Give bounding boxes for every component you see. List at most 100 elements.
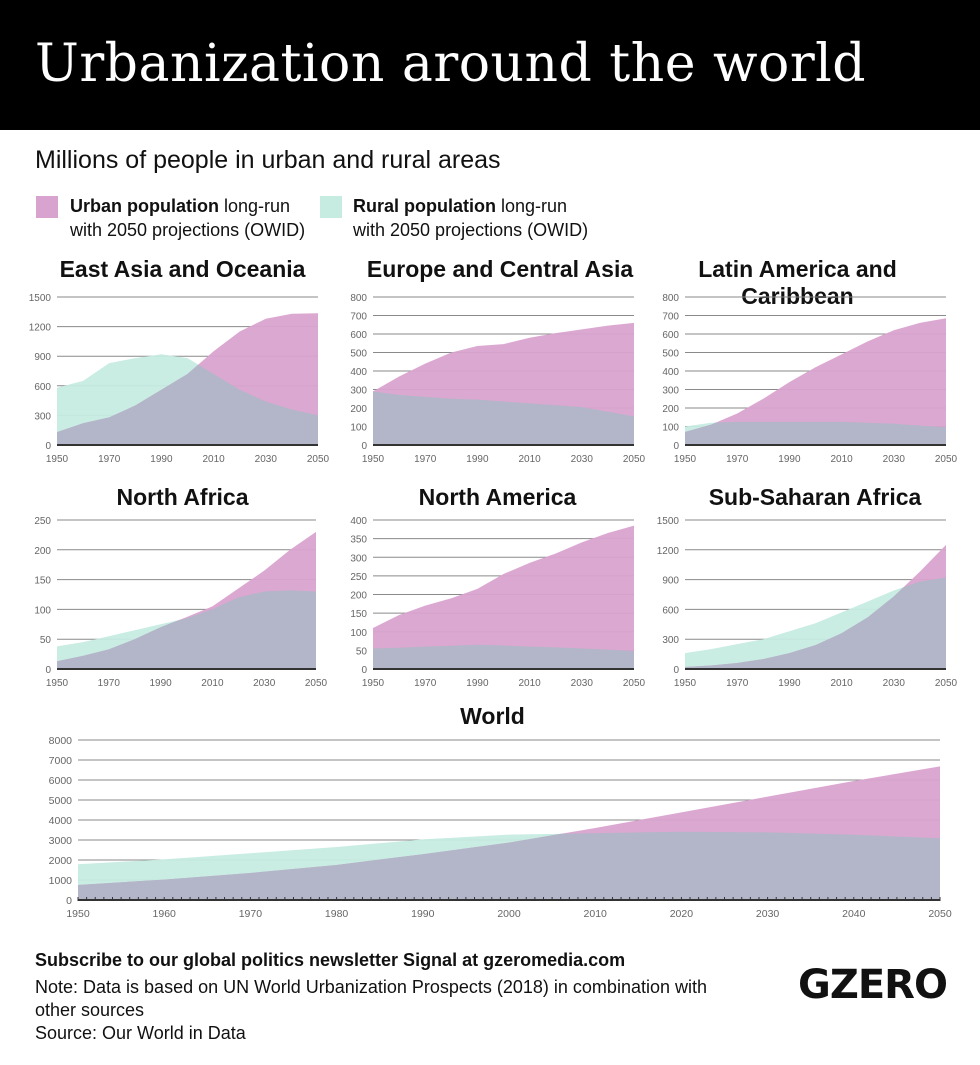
x-tick-label: 2050: [623, 678, 646, 689]
y-tick-label: 350: [350, 535, 367, 546]
chart-title: East Asia and Oceania: [59, 256, 306, 282]
y-tick-label: 800: [662, 293, 679, 304]
y-tick-label: 300: [34, 411, 51, 422]
x-tick-label: 1990: [778, 454, 801, 465]
y-tick-label: 600: [350, 330, 367, 341]
y-tick-label: 50: [356, 646, 368, 657]
x-tick-label: 1990: [150, 454, 173, 465]
y-tick-label: 250: [34, 516, 51, 527]
y-tick-label: 800: [350, 293, 367, 304]
y-tick-label: 200: [350, 591, 367, 602]
y-tick-label: 200: [350, 404, 367, 415]
y-tick-label: 1200: [29, 323, 52, 334]
x-tick-label: 1990: [466, 454, 489, 465]
overlap-area: [685, 577, 946, 669]
y-tick-label: 150: [34, 576, 51, 587]
overlap-area: [373, 644, 634, 669]
x-tick-label: 2030: [255, 454, 278, 465]
y-tick-label: 900: [662, 576, 679, 587]
subscribe-text: Subscribe to our global politics newslet…: [35, 950, 626, 970]
x-tick-label: 2030: [571, 678, 594, 689]
x-tick-label: 2030: [883, 454, 906, 465]
x-tick-label: 2000: [497, 908, 521, 920]
y-tick-label: 6000: [49, 775, 73, 787]
x-tick-label: 1950: [46, 454, 69, 465]
y-tick-label: 50: [40, 635, 52, 646]
y-tick-label: 100: [350, 423, 367, 434]
gzero-logo: GZERO: [798, 962, 948, 1008]
y-tick-label: 0: [673, 441, 679, 452]
x-tick-label: 2010: [518, 454, 541, 465]
page-title: Urbanization around the world: [35, 34, 867, 94]
y-tick-label: 200: [34, 546, 51, 557]
legend-label: long-run: [218, 196, 291, 216]
y-tick-label: 100: [350, 628, 367, 639]
chart-title: Europe and Central Asia: [366, 256, 634, 282]
x-tick-label: 1970: [726, 678, 749, 689]
x-tick-label: 1950: [46, 678, 69, 689]
y-tick-label: 400: [350, 516, 367, 527]
y-tick-label: 2000: [49, 855, 73, 867]
overlap-area: [373, 391, 634, 445]
chart-title: Sub-Saharan Africa: [708, 484, 922, 510]
legend-label-line2: with 2050 projections (OWID): [70, 220, 306, 240]
y-tick-label: 0: [361, 665, 367, 676]
x-tick-label: 1970: [239, 908, 263, 920]
x-tick-label: 2030: [756, 908, 780, 920]
x-tick-label: 2020: [670, 908, 694, 920]
y-tick-label: 150: [350, 609, 367, 620]
overlap-area: [685, 421, 946, 445]
x-tick-label: 2050: [623, 454, 646, 465]
subtitle: Millions of people in urban and rural ar…: [35, 146, 501, 174]
x-tick-label: 1970: [726, 454, 749, 465]
y-tick-label: 0: [361, 441, 367, 452]
y-tick-label: 1000: [49, 875, 73, 887]
y-tick-label: 200: [662, 404, 679, 415]
note-text-line2: other sources: [35, 1000, 145, 1020]
y-tick-label: 8000: [49, 735, 73, 747]
x-tick-label: 1990: [411, 908, 435, 920]
x-tick-label: 1990: [149, 678, 172, 689]
header-band: Urbanization around the world: [0, 0, 980, 130]
x-tick-label: 2030: [571, 454, 594, 465]
overlap-area: [57, 364, 318, 445]
y-tick-label: 0: [673, 665, 679, 676]
y-tick-label: 3000: [49, 835, 73, 847]
y-tick-label: 100: [662, 423, 679, 434]
chart-title: World: [460, 703, 525, 729]
y-tick-label: 700: [662, 312, 679, 323]
x-tick-label: 2010: [830, 454, 853, 465]
x-tick-label: 2030: [253, 678, 276, 689]
y-tick-label: 1500: [657, 516, 680, 527]
legend-item-urban: Urban population long-run with 2050 proj…: [70, 194, 305, 242]
y-tick-label: 300: [350, 553, 367, 564]
y-tick-label: 0: [66, 895, 72, 907]
x-tick-label: 2010: [201, 678, 224, 689]
y-tick-label: 1500: [29, 293, 52, 304]
legend-label-bold: Urban population: [70, 196, 219, 216]
y-tick-label: 0: [45, 441, 51, 452]
y-tick-label: 400: [662, 367, 679, 378]
y-tick-label: 5000: [49, 795, 73, 807]
x-tick-label: 1950: [674, 454, 697, 465]
y-tick-label: 600: [662, 605, 679, 616]
x-tick-label: 1960: [153, 908, 177, 920]
x-tick-label: 2050: [935, 678, 958, 689]
y-tick-label: 600: [34, 382, 51, 393]
source-text: Source: Our World in Data: [35, 1023, 246, 1043]
y-tick-label: 4000: [49, 815, 73, 827]
y-tick-label: 1200: [657, 546, 680, 557]
note-text: Note: Data is based on UN World Urbaniza…: [35, 977, 707, 997]
y-tick-label: 250: [350, 572, 367, 583]
x-tick-label: 1970: [98, 454, 121, 465]
chart-title: Latin America and Caribbean: [698, 256, 897, 309]
x-tick-label: 2010: [830, 678, 853, 689]
legend-item-rural: Rural population long-run with 2050 proj…: [353, 194, 588, 242]
y-tick-label: 300: [350, 386, 367, 397]
x-tick-label: 1980: [325, 908, 349, 920]
x-tick-label: 1990: [466, 678, 489, 689]
x-tick-label: 2050: [305, 678, 328, 689]
chart-title: North America: [418, 484, 577, 510]
y-tick-label: 0: [45, 665, 51, 676]
